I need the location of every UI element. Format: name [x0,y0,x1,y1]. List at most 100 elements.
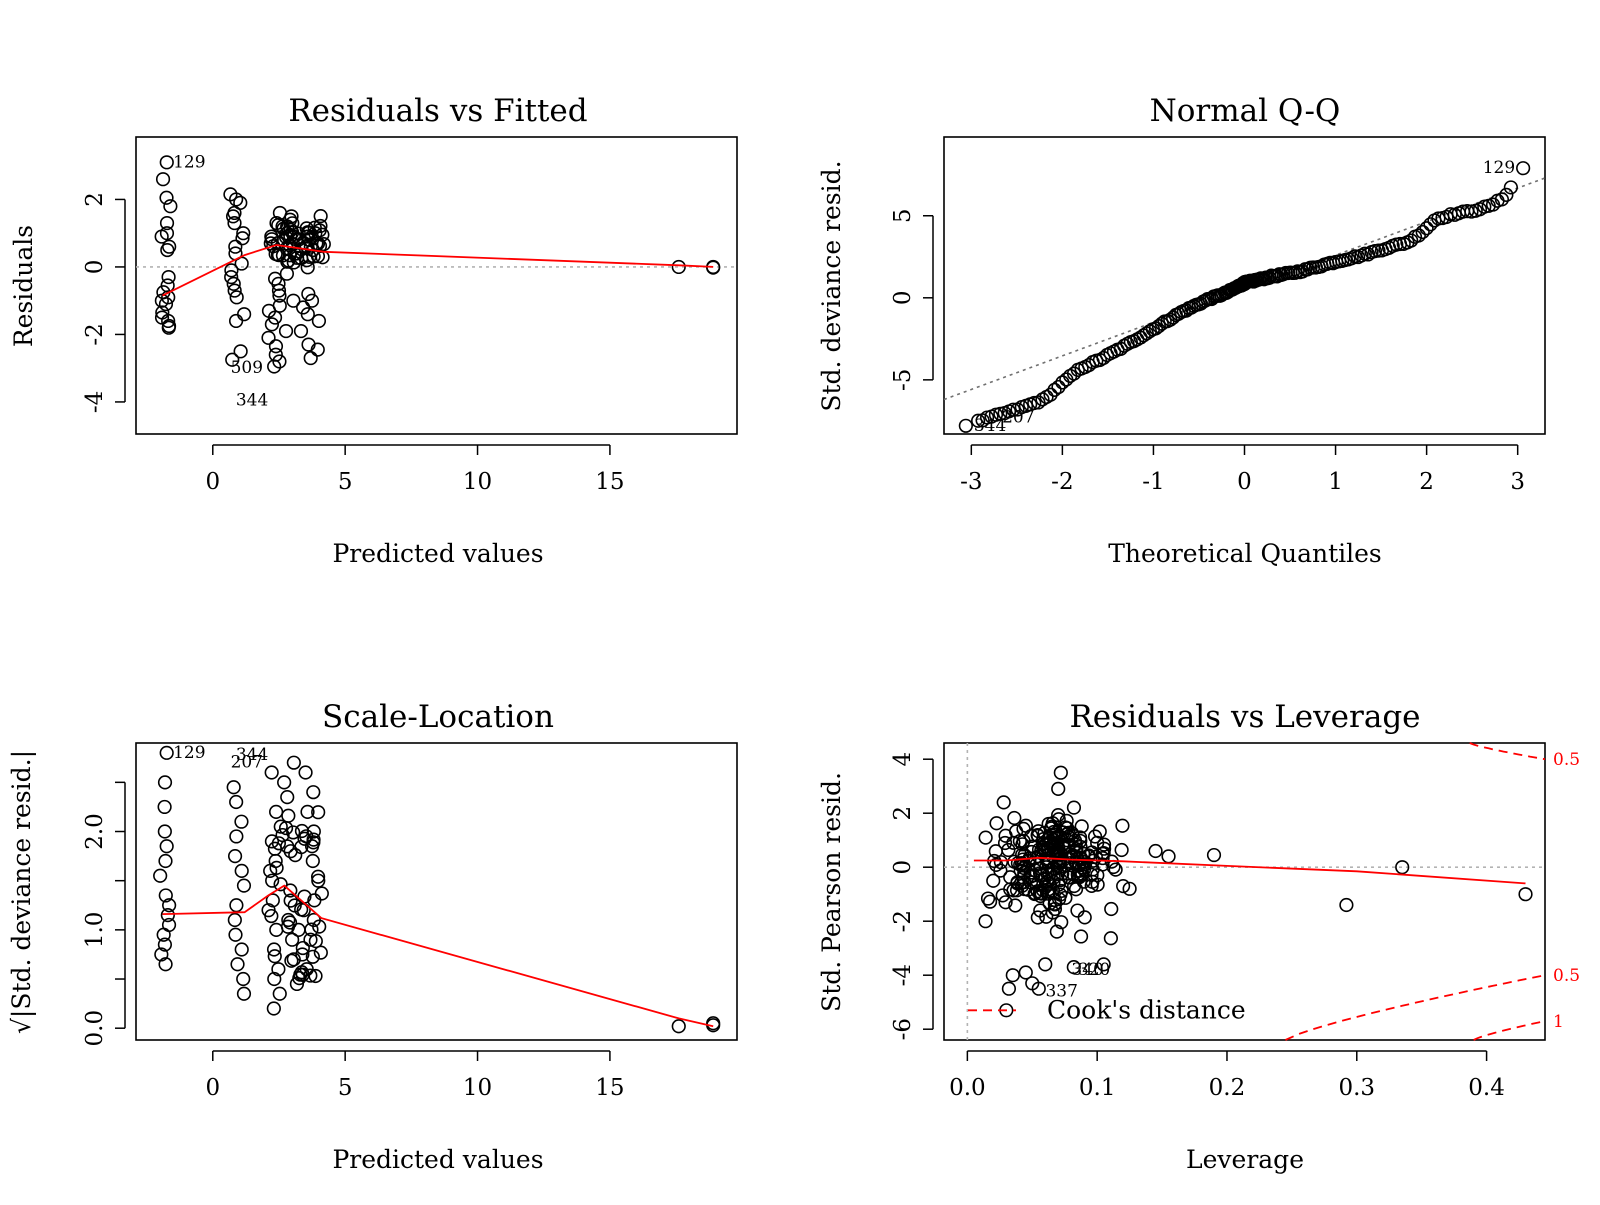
y-tick-label: 2 [890,806,916,821]
data-point [1103,931,1118,946]
data-point [226,209,241,224]
data-point [1032,866,1048,881]
data-point [161,320,176,335]
data-point [273,819,288,834]
panel3-ylabel: √|Std. deviance resid.| [7,750,37,1034]
data-point [235,231,250,246]
data-point [1007,810,1022,826]
data-point [1006,402,1021,417]
data-point [311,313,327,329]
data-point [226,780,241,795]
y-tick-label: 2.0 [82,813,108,850]
x-tick-label: -1 [1142,469,1164,495]
data-point [1008,898,1023,913]
data-point [993,406,1008,421]
data-point [278,820,294,836]
data-point [293,323,309,339]
data-point [275,827,290,843]
data-point [281,808,296,823]
legend-cooks-label: Cook's distance [1047,995,1246,1024]
data-point [300,225,315,240]
data-point [300,307,315,322]
panel-residuals-vs-fitted: Residuals vs Fitted Predicted values Res… [9,93,588,568]
data-point [978,914,993,929]
data-point [1074,819,1089,834]
data-point [1104,901,1119,917]
x-tick-label: 5 [338,1075,353,1101]
x-tick-label: 0.1 [1079,1075,1116,1101]
point-id-label: 320 [1078,960,1110,980]
data-point [1115,818,1130,833]
data-point [272,354,287,369]
point-id-label: 509 [231,358,263,378]
data-point [1411,228,1426,243]
data-point [1060,827,1075,842]
data-point [1051,781,1066,797]
data-point [1096,837,1112,852]
data-point [305,949,320,964]
data-point [285,932,300,947]
data-point [294,902,309,917]
data-point [1060,821,1075,836]
data-point [229,829,244,844]
data-point [996,795,1011,810]
data-point [1036,831,1051,847]
data-point [1073,830,1088,845]
data-point [224,269,239,285]
data-point [1096,957,1111,972]
y-tick-label: 0 [82,260,108,275]
data-point [306,832,321,847]
data-point [158,957,173,972]
plot-frame [943,742,1546,1041]
data-point [227,848,243,864]
data-point [229,290,244,305]
data-point [1035,882,1050,898]
data-point [313,218,328,234]
data-point [237,307,252,322]
cooks-contour-label: 0.5 [1553,966,1580,986]
data-point [304,293,320,308]
y-tick-label: -6 [890,1018,916,1040]
data-point [1077,910,1092,925]
data-point [1404,233,1419,248]
data-point [233,344,248,359]
data-point [280,919,296,934]
panel4-marks: 0.0 0.1 0.2 0.3 0.4 -6 -4 -2 0 2 4 0.5 0.5 1 Cook's di… [890,742,1580,1101]
data-point [272,288,287,303]
data-point [1026,868,1041,883]
data-point [1051,808,1066,823]
point-id-label: 344 [236,390,268,410]
data-point [226,276,241,291]
panel1-title: Residuals vs Fitted [288,93,587,129]
data-point [162,898,177,913]
data-point [278,323,294,339]
data-point [1053,765,1068,780]
x-tick-label: 0 [205,1075,220,1101]
data-point [157,799,172,815]
data-point [307,220,322,235]
x-tick-label: 10 [463,1075,492,1101]
data-point [234,863,249,878]
data-point [229,794,244,810]
data-point [1053,872,1068,888]
data-point [310,342,325,357]
data-point [313,209,328,224]
data-point [267,310,283,325]
data-point [311,805,326,820]
data-point [227,912,242,928]
y-tick-label: -4 [890,964,916,986]
data-point [275,248,291,263]
data-point [156,927,171,942]
data-point [1439,209,1454,225]
data-point [993,855,1009,870]
data-point [157,775,173,790]
data-point [1040,855,1056,870]
data-point [1339,897,1354,913]
data-point [225,352,240,367]
data-point [1009,883,1025,898]
point-id-label: 344 [974,416,1006,436]
data-point [284,953,299,968]
data-point [230,957,245,972]
